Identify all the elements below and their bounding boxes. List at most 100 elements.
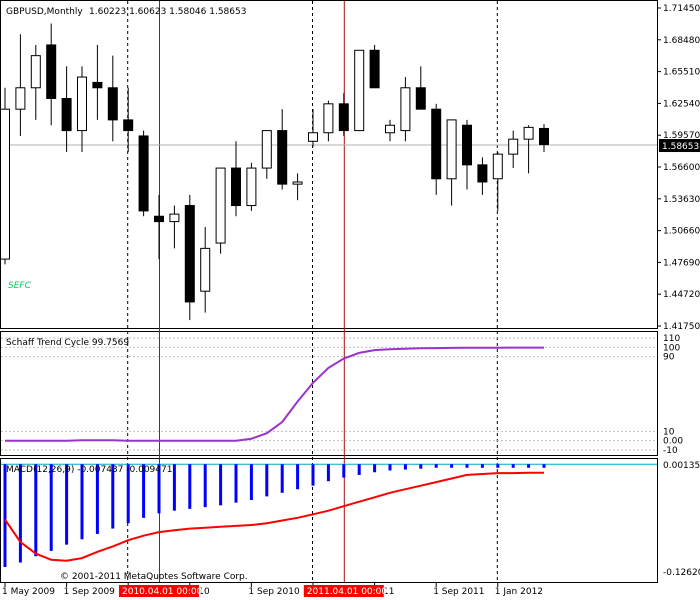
bear-candle: [123, 119, 134, 132]
bull-candle: [492, 153, 503, 180]
bull-candle: [246, 167, 257, 207]
bull-candle: [0, 108, 10, 260]
macd-histogram-bar: [326, 464, 330, 482]
macd-title: MACD(12,26,9) -0.007437 -0.009471: [6, 465, 172, 475]
candles-layer: [0, 23, 549, 321]
time-label: 1 May 2009: [2, 587, 55, 597]
bear-candle: [415, 87, 426, 110]
current-price-marker: [659, 139, 700, 153]
bull-candle: [292, 181, 303, 185]
bear-candle: [138, 135, 149, 212]
macd-histogram-bar: [419, 464, 423, 469]
macd-histogram-bar: [296, 464, 300, 490]
bull-candle: [215, 167, 226, 244]
macd-histogram-bar: [465, 464, 469, 468]
macd-histogram-bar: [34, 464, 38, 557]
macd-histogram-bar: [80, 464, 84, 540]
macd-histogram-bar: [249, 464, 253, 500]
date-tag: [119, 585, 199, 597]
macd-histogram-bar: [142, 464, 146, 518]
bear-candle: [431, 108, 442, 180]
macd-histogram-bar: [203, 464, 207, 508]
macd-histogram-bar: [388, 464, 392, 471]
stc-level-label: -10: [663, 446, 678, 456]
macd-pane-frame: [0, 458, 658, 583]
price-tick-label: 1.59570: [663, 131, 700, 141]
stc-level-label: 90: [663, 353, 675, 363]
copyright-text: © 2001-2011 MetaQuotes Software Corp.: [60, 572, 248, 582]
macd-histogram-bar: [188, 464, 192, 509]
macd-histogram-bar: [357, 464, 361, 475]
macd-histogram-bar: [434, 464, 438, 468]
bear-candle: [369, 49, 380, 89]
macd-histogram-bar: [95, 464, 99, 534]
macd-histogram-bar: [126, 464, 130, 524]
stc-line: [5, 346, 544, 442]
stc-title: Schaff Trend Cycle 99.7569: [6, 338, 129, 348]
bull-candle: [200, 247, 211, 292]
bear-candle: [184, 205, 195, 303]
price-axis-layer: 1.71450 1.68480 1.65510 1.62540 1.59570 1.566…: [657, 4, 700, 332]
macd-histogram-bar: [65, 464, 69, 545]
price-tick-label: 1.65510: [663, 68, 700, 78]
stc-level-label: 100: [663, 343, 680, 353]
symbol-label: GBPUSD,Monthly: [6, 7, 83, 17]
macd-histogram-bar: [111, 464, 115, 529]
bear-candle: [277, 130, 288, 185]
macd-histogram-bar: [234, 464, 238, 503]
macd-histogram-bar: [527, 464, 531, 468]
bear-candle: [477, 164, 488, 183]
macd-histogram-bar: [311, 464, 315, 486]
macd-histogram-bar: [403, 464, 407, 470]
bull-candle: [323, 103, 334, 134]
bear-candle: [231, 167, 241, 207]
date-tag: [303, 585, 384, 597]
bull-candle: [30, 55, 41, 89]
bull-candle: [508, 138, 519, 155]
macd-histogram-bar: [511, 464, 515, 468]
price-tick-label: 1.68480: [663, 36, 700, 46]
macd-histogram-bar: [450, 464, 454, 468]
macd-signal-line: [4, 471, 544, 562]
macd-layer: 0.001356 -0.12620: [1, 461, 700, 578]
bear-candle: [46, 44, 57, 99]
stc-level-label: 0.00: [663, 437, 683, 447]
price-tick-label: 1.44720: [663, 290, 700, 300]
macd-histogram-bar: [496, 464, 500, 468]
macd-histogram-bar: [265, 464, 269, 497]
macd-histogram-bar: [280, 464, 284, 493]
time-label: 1 Jan 2012: [495, 587, 543, 597]
bear-candle: [107, 87, 118, 121]
time-label: 1 Sep 2010: [248, 587, 300, 597]
price-tick-label: 1.71450: [663, 4, 700, 14]
macd-histogram-bar: [373, 464, 377, 473]
macd-axis-label: 0.001356: [663, 461, 700, 471]
bull-candle: [77, 76, 87, 132]
macd-histogram-bar: [157, 464, 161, 514]
main-pane-frame: [0, 0, 658, 329]
current-price-value: 1.58653: [662, 142, 699, 152]
price-tick-label: 1.62540: [663, 99, 700, 109]
date-tag-label: 2011.04.01 00:00: [307, 587, 388, 597]
bull-candle: [15, 87, 26, 110]
price-tick-label: 1.53630: [663, 195, 700, 205]
date-tag-label: 2010.04.01 00:00: [122, 587, 203, 597]
macd-histogram-bar: [542, 464, 546, 468]
price-tick-label: 1.56600: [663, 163, 700, 173]
price-tick-label: 1.47690: [663, 258, 700, 268]
macd-histogram-bar: [49, 464, 53, 551]
bull-candle: [400, 87, 411, 132]
indicator-tag: SEFC: [8, 281, 32, 291]
macd-histogram-bar: [219, 464, 223, 506]
bear-candle: [462, 124, 472, 166]
macd-histogram-bar: [3, 464, 7, 567]
bear-candle: [338, 103, 349, 132]
bull-candle: [523, 126, 534, 140]
bull-candle: [446, 119, 457, 180]
time-label: 1 Sep 2011: [433, 587, 484, 597]
macd-histogram-bar: [480, 464, 484, 468]
bear-candle: [61, 97, 72, 132]
